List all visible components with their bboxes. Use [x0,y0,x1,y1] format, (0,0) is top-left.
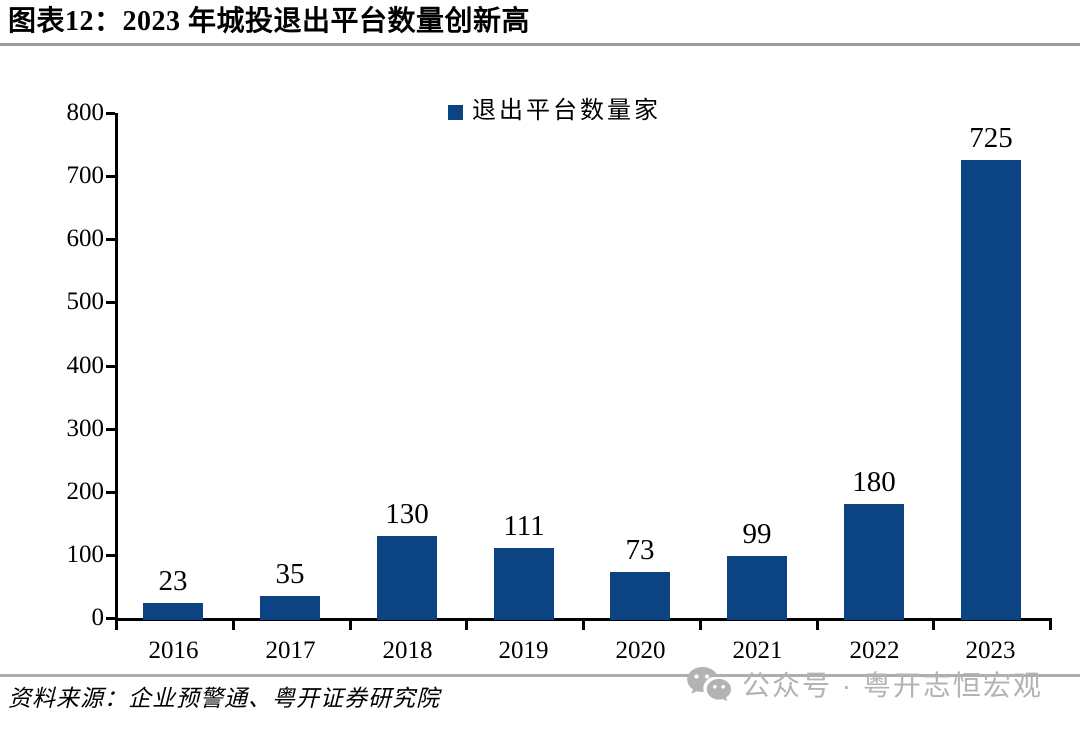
bar-value-label: 725 [969,122,1013,154]
y-axis-label: 500 [66,288,105,315]
y-axis-label: 400 [66,352,105,379]
y-axis-label: 700 [66,162,105,189]
y-axis-line [115,113,118,621]
bar-2021 [727,556,787,620]
legend-label: 退出平台数量家 [472,98,661,124]
x-axis-label: 2019 [498,637,549,664]
y-axis-label: 800 [66,99,105,126]
bar-2022 [844,504,904,620]
y-axis-label: 0 [91,604,105,631]
x-axis-label: 2023 [965,637,1016,664]
legend-marker [448,104,463,120]
y-axis-label: 200 [66,478,105,505]
x-axis-tick [932,621,935,630]
y-axis-label: 100 [66,541,105,568]
plot-area: 0 100 200 300 400 500 600 700 800 23 2016 35 2017 130… [66,99,1052,664]
x-axis-tick [816,621,819,630]
bar-value-label: 180 [852,466,896,498]
x-axis-label: 2017 [265,637,316,664]
y-axis-tick [106,491,115,494]
bar-2018 [377,536,437,620]
x-axis-label: 2020 [615,637,666,664]
y-axis-tick [106,428,115,431]
x-axis-tick [349,621,352,630]
bar-value-label: 130 [385,498,429,530]
source-note: 资料来源：企业预警通、粤开证券研究院 [8,686,440,711]
x-axis-tick [465,621,468,630]
x-axis-tick [582,621,585,630]
watermark: 公众号 · 粤开志恒宏观 [686,664,1043,708]
watermark-text: 公众号 · 粤开志恒宏观 [742,670,1043,701]
x-axis-label: 2016 [148,637,199,664]
bar-2019 [494,548,554,620]
bar-value-label: 111 [503,510,545,542]
wechat-icon [687,667,731,702]
x-axis-label: 2021 [732,637,783,664]
y-axis-tick [106,554,115,557]
y-axis-tick [106,301,115,304]
footer-divider [0,674,1080,677]
x-axis-tick [115,621,118,630]
x-axis-label: 2022 [849,637,900,664]
y-axis-tick [106,238,115,241]
bar-chart: 退出平台数量家 0 100 200 300 400 500 600 700 800 23 2016 3… [66,99,1052,664]
bar-value-label: 99 [742,518,772,550]
x-axis-tick [232,621,235,630]
x-axis-tick [699,621,702,630]
bar-value-label: 23 [158,565,188,597]
figure-title: 图表12：2023 年城投退出平台数量创新高 [8,6,531,37]
chart-legend: 退出平台数量家 [448,99,661,123]
y-axis-tick [106,365,115,368]
y-axis-label: 300 [66,415,105,442]
bar-2023 [961,160,1021,620]
y-axis-tick [106,617,115,620]
y-axis-tick [106,175,115,178]
title-divider [0,43,1080,46]
bar-2020 [610,572,670,620]
x-axis-tick [1049,621,1052,630]
y-axis-label: 600 [66,225,105,252]
x-axis-line [115,618,1052,621]
bar-2016 [143,603,203,620]
bar-value-label: 73 [625,534,655,566]
bar-value-label: 35 [275,558,305,590]
bar-2017 [260,596,320,620]
x-axis-label: 2018 [382,637,433,664]
y-axis-tick [106,112,115,115]
